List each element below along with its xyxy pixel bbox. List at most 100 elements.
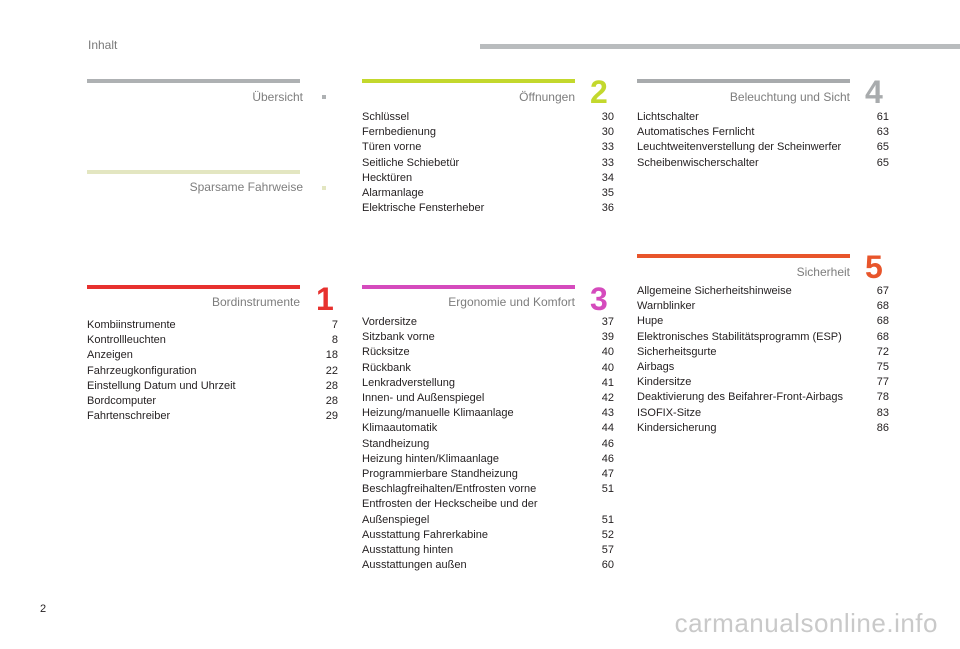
- toc-page: 30: [601, 111, 614, 123]
- toc-label: Fahrzeugkonfiguration: [87, 364, 197, 377]
- toc-label: Beschlagfreihalten/Entfrosten vorne: [362, 483, 537, 496]
- toc-list: Lichtschalter 61 Automatisches Fernlicht 6…: [637, 110, 889, 171]
- toc-entry[interactable]: Rücksitze 40: [362, 345, 614, 360]
- toc-label: Kindersitze: [637, 376, 692, 389]
- toc-entry[interactable]: Heizung hinten/Klimaanlage 46: [362, 452, 614, 467]
- toc-page: 8: [331, 334, 338, 347]
- toc-list: Allgemeine Sicherheitshinweise 67 Warnbli…: [637, 284, 889, 436]
- toc-entry[interactable]: Beschlagfreihalten/Entfrosten vorne 51: [362, 482, 614, 497]
- toc-label: Schlüssel: [362, 111, 410, 123]
- toc-label: Elektronisches Stabilitätsprogramm (ESP): [637, 330, 842, 343]
- toc-entry[interactable]: Vordersitze 37: [362, 315, 614, 330]
- toc-entry[interactable]: Ausstattung hinten 57: [362, 543, 614, 558]
- toc-entry[interactable]: Hupe 68: [637, 314, 889, 329]
- toc-entry[interactable]: Ausstattung Fahrerkabine 52: [362, 528, 614, 543]
- section-title: Sparsame Fahrweise: [189, 180, 303, 194]
- toc-label: Klimaautomatik: [362, 422, 438, 435]
- toc-label: Airbags: [637, 361, 675, 374]
- toc-page: 7: [331, 319, 338, 331]
- section-bar: [87, 170, 300, 174]
- toc-entry[interactable]: Allgemeine Sicherheitshinweise 67: [637, 284, 889, 299]
- toc-list: Vordersitze 37 Sitzbank vorne 39 Rücksitze…: [362, 315, 614, 573]
- toc-entry[interactable]: Fahrtenschreiber 29: [87, 409, 338, 424]
- toc-entry[interactable]: Ausstattungen außen 60: [362, 558, 614, 573]
- toc-entry[interactable]: Automatisches Fernlicht 63: [637, 125, 889, 140]
- watermark-text: carmanualsonline.info: [674, 608, 938, 638]
- toc-page: 57: [601, 544, 614, 557]
- toc-entry[interactable]: Standheizung 46: [362, 437, 614, 452]
- section-bar: [637, 254, 850, 258]
- toc-page: 28: [325, 379, 338, 392]
- toc-label: Ausstattungen außen: [362, 559, 467, 572]
- toc-label: Standheizung: [362, 437, 430, 450]
- toc-label: Entfrosten der Heckscheibe und der Außen…: [362, 498, 538, 526]
- toc-entry[interactable]: Anzeigen 18: [87, 348, 338, 363]
- toc-page: 68: [876, 300, 889, 313]
- section-number: 4: [865, 74, 883, 110]
- toc-label: ISOFIX-Sitze: [637, 406, 702, 419]
- toc-entry[interactable]: Kindersicherung 86: [637, 421, 889, 436]
- toc-page: 29: [325, 410, 338, 423]
- toc-entry[interactable]: Schlüssel 30: [362, 110, 614, 125]
- toc-entry[interactable]: Programmierbare Standheizung 47: [362, 467, 614, 482]
- toc-label: Bordcomputer: [87, 395, 157, 408]
- toc-entry[interactable]: Fernbedienung 30: [362, 125, 614, 140]
- section-bar: [362, 285, 575, 289]
- toc-entry[interactable]: Rückbank 40: [362, 361, 614, 376]
- toc-label: Hecktüren: [362, 171, 413, 184]
- toc-label: Allgemeine Sicherheitshinweise: [637, 285, 792, 297]
- toc-page: 37: [601, 316, 614, 328]
- toc-page: 83: [876, 406, 889, 419]
- section-title: Beleuchtung und Sicht: [729, 90, 850, 104]
- toc-entry[interactable]: Deaktivierung des Beifahrer-Front-Airbag…: [637, 390, 889, 405]
- toc-entry[interactable]: Lenkradverstellung 41: [362, 376, 614, 391]
- toc-entry[interactable]: Seitliche Schiebetür 33: [362, 156, 614, 171]
- toc-page: 39: [601, 331, 614, 344]
- toc-label: Seitliche Schiebetür: [362, 156, 460, 169]
- toc-label: Hupe: [637, 315, 664, 328]
- section-bar: [362, 79, 575, 83]
- toc-entry[interactable]: Kontrollleuchten 8: [87, 333, 338, 348]
- toc-entry[interactable]: Kindersitze 77: [637, 375, 889, 390]
- toc-entry[interactable]: Kombiinstrumente 7: [87, 318, 338, 333]
- toc-entry[interactable]: Elektronisches Stabilitätsprogramm (ESP)…: [637, 330, 889, 345]
- toc-label: Automatisches Fernlicht: [637, 126, 755, 139]
- toc-label: Anzeigen: [87, 349, 133, 362]
- toc-entry[interactable]: Fahrzeugkonfiguration 22: [87, 364, 338, 379]
- toc-entry[interactable]: ISOFIX-Sitze 83: [637, 406, 889, 421]
- toc-entry[interactable]: Lichtschalter 61: [637, 110, 889, 125]
- toc-entry[interactable]: Innen- und Außenspiegel 42: [362, 391, 614, 406]
- toc-label: Innen- und Außenspiegel: [362, 392, 485, 405]
- toc-page: 22: [325, 364, 338, 377]
- page-number: 2: [40, 603, 47, 615]
- toc-entry[interactable]: Sitzbank vorne 39: [362, 330, 614, 345]
- section-title: Sicherheit: [796, 265, 850, 279]
- toc-page: 68: [876, 330, 889, 343]
- toc-label: Kombiinstrumente: [87, 319, 176, 331]
- toc-page: 72: [876, 345, 889, 358]
- toc-entry[interactable]: Leuchtweitenverstellung der Scheinwerfer…: [637, 140, 889, 155]
- toc-entry[interactable]: Entfrosten der Heckscheibe und der Außen…: [362, 497, 614, 527]
- toc-entry[interactable]: Hecktüren 34: [362, 171, 614, 186]
- toc-entry[interactable]: Alarmanlage 35: [362, 186, 614, 201]
- header-divider: [480, 44, 960, 49]
- toc-entry[interactable]: Klimaautomatik 44: [362, 421, 614, 436]
- toc-page: 28: [325, 395, 338, 408]
- toc-entry[interactable]: Einstellung Datum und Uhrzeit 28: [87, 379, 338, 394]
- toc-page: 86: [876, 421, 889, 434]
- toc-entry[interactable]: Warnblinker 68: [637, 299, 889, 314]
- toc-entry[interactable]: Scheibenwischerschalter 65: [637, 156, 889, 171]
- toc-page: 65: [876, 141, 889, 154]
- toc-entry[interactable]: Bordcomputer 28: [87, 394, 338, 409]
- toc-entry[interactable]: Airbags 75: [637, 360, 889, 375]
- toc-list: Schlüssel 30 Fernbedienung 30 Türen vorne 3…: [362, 110, 614, 216]
- toc-page: 61: [876, 111, 889, 123]
- toc-entry[interactable]: Elektrische Fensterheber 36: [362, 201, 614, 216]
- toc-entry[interactable]: Heizung/manuelle Klimaanlage 43: [362, 406, 614, 421]
- toc-label: Ausstattung Fahrerkabine: [362, 528, 488, 541]
- section-title: Bordinstrumente: [211, 295, 300, 309]
- toc-label: Lenkradverstellung: [362, 376, 455, 389]
- toc-page: 33: [601, 156, 614, 169]
- toc-entry[interactable]: Türen vorne 33: [362, 140, 614, 155]
- toc-entry[interactable]: Sicherheitsgurte 72: [637, 345, 889, 360]
